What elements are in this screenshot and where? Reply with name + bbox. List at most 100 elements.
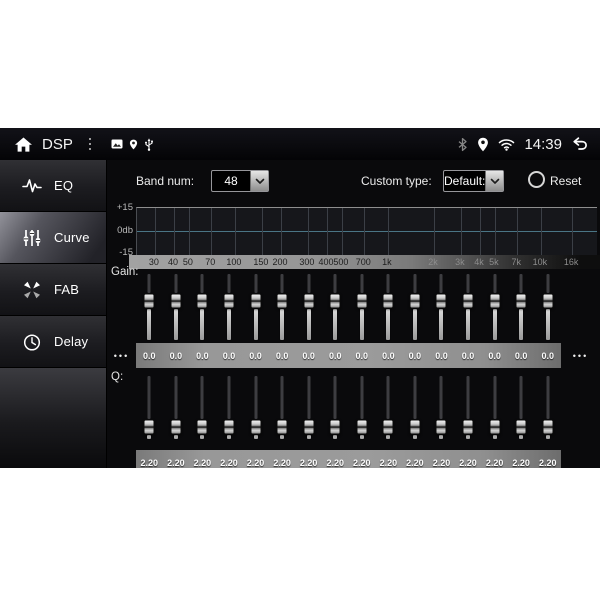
gain-band-slider[interactable] — [375, 272, 402, 342]
slider-thumb[interactable] — [303, 419, 315, 435]
slider-thumb[interactable] — [329, 293, 341, 309]
prev-bands-button[interactable]: ••• — [113, 350, 130, 361]
slider-track-filled — [200, 309, 205, 340]
slider-thumb[interactable] — [143, 293, 155, 309]
slider-thumb[interactable] — [489, 293, 501, 309]
sidebar-item-label: EQ — [54, 178, 74, 193]
sidebar-item-eq[interactable]: EQ — [0, 160, 106, 212]
q-band-slider[interactable] — [136, 374, 163, 441]
q-band-slider[interactable] — [375, 374, 402, 441]
slider-thumb[interactable] — [462, 293, 474, 309]
slider-track — [519, 376, 523, 419]
freq-tick-label: 16k — [563, 257, 579, 267]
wifi-icon — [498, 138, 515, 151]
band-num-dropdown-button[interactable] — [250, 171, 268, 191]
curve-panel: Band num: 48 Custom type: Default: Reset… — [107, 160, 600, 468]
next-bands-button[interactable]: ••• — [572, 350, 589, 361]
q-band-value: 2.20 — [299, 457, 318, 468]
grid-line — [341, 208, 343, 256]
gain-band-slider[interactable] — [428, 272, 455, 342]
q-band-slider[interactable] — [508, 374, 535, 441]
freq-tick-label: 3k — [455, 257, 465, 267]
q-band-slider[interactable] — [455, 374, 482, 441]
gain-band-slider[interactable] — [242, 272, 269, 342]
custom-type-dropdown-button[interactable] — [485, 171, 503, 191]
q-band-slider[interactable] — [428, 374, 455, 441]
sidebar-item-fab[interactable]: FAB — [0, 264, 106, 316]
slider-thumb[interactable] — [356, 419, 368, 435]
q-band-slider[interactable] — [163, 374, 190, 441]
slider-thumb[interactable] — [462, 419, 474, 435]
slider-thumb[interactable] — [250, 293, 262, 309]
q-band-slider[interactable] — [481, 374, 508, 441]
gain-band-slider[interactable] — [349, 272, 376, 342]
slider-thumb[interactable] — [515, 419, 527, 435]
slider-thumb[interactable] — [409, 419, 421, 435]
gain-band-slider[interactable] — [163, 272, 190, 342]
gain-band-slider[interactable] — [481, 272, 508, 342]
q-band-slider[interactable] — [242, 374, 269, 441]
slider-thumb[interactable] — [170, 293, 182, 309]
slider-track — [360, 274, 364, 293]
slider-thumb[interactable] — [329, 419, 341, 435]
freq-tick-label: 30 — [148, 257, 159, 267]
grid-line — [234, 208, 236, 256]
band-num-dropdown[interactable]: 48 — [211, 170, 269, 192]
q-band-value: 2.20 — [459, 457, 477, 468]
q-band-slider[interactable] — [349, 374, 376, 441]
reset-radio[interactable] — [528, 171, 545, 188]
gain-band-slider[interactable] — [295, 272, 322, 342]
slider-track — [386, 274, 390, 293]
sidebar-item-delay[interactable]: Delay — [0, 316, 106, 368]
q-band-value: 2.20 — [193, 457, 212, 468]
slider-track — [333, 376, 337, 419]
slider-thumb[interactable] — [542, 419, 554, 435]
slider-track-filled — [333, 309, 338, 340]
slider-thumb[interactable] — [382, 419, 394, 435]
slider-thumb[interactable] — [542, 293, 554, 309]
gain-band-value: 0.0 — [302, 350, 315, 361]
slider-thumb[interactable] — [435, 293, 447, 309]
q-band-slider[interactable] — [216, 374, 243, 441]
slider-thumb[interactable] — [250, 419, 262, 435]
menu-dots-icon[interactable] — [85, 136, 96, 153]
gain-band-slider[interactable] — [322, 272, 349, 342]
slider-thumb[interactable] — [223, 293, 235, 309]
slider-track-filled — [147, 309, 152, 340]
gain-band-slider[interactable] — [269, 272, 296, 342]
home-icon[interactable] — [14, 136, 33, 153]
slider-thumb[interactable] — [223, 419, 235, 435]
q-band-slider[interactable] — [402, 374, 429, 441]
back-icon[interactable] — [571, 137, 588, 151]
gain-band-slider[interactable] — [455, 272, 482, 342]
q-band-slider[interactable] — [269, 374, 296, 441]
gain-band-slider[interactable] — [136, 272, 163, 342]
q-band-slider[interactable] — [295, 374, 322, 441]
slider-thumb[interactable] — [276, 419, 288, 435]
slider-thumb[interactable] — [356, 293, 368, 309]
custom-type-dropdown[interactable]: Default: — [443, 170, 504, 192]
slider-thumb[interactable] — [196, 419, 208, 435]
gain-band-slider[interactable] — [508, 272, 535, 342]
q-band-slider[interactable] — [534, 374, 561, 441]
slider-thumb[interactable] — [196, 293, 208, 309]
gain-band-slider[interactable] — [216, 272, 243, 342]
q-band-slider[interactable] — [322, 374, 349, 441]
zero-db-line — [137, 231, 597, 232]
slider-thumb[interactable] — [143, 419, 155, 435]
gain-band-slider[interactable] — [189, 272, 216, 342]
slider-thumb[interactable] — [409, 293, 421, 309]
gain-band-slider[interactable] — [534, 272, 561, 342]
slider-thumb[interactable] — [303, 293, 315, 309]
sidebar-item-curve[interactable]: Curve — [0, 212, 106, 264]
slider-thumb[interactable] — [435, 419, 447, 435]
slider-thumb[interactable] — [489, 419, 501, 435]
q-band-slider[interactable] — [189, 374, 216, 441]
head-unit-screen: DSP 14: — [0, 128, 600, 468]
slider-thumb[interactable] — [382, 293, 394, 309]
slider-track-filled — [439, 309, 444, 340]
slider-thumb[interactable] — [515, 293, 527, 309]
slider-thumb[interactable] — [170, 419, 182, 435]
slider-thumb[interactable] — [276, 293, 288, 309]
gain-band-slider[interactable] — [402, 272, 429, 342]
